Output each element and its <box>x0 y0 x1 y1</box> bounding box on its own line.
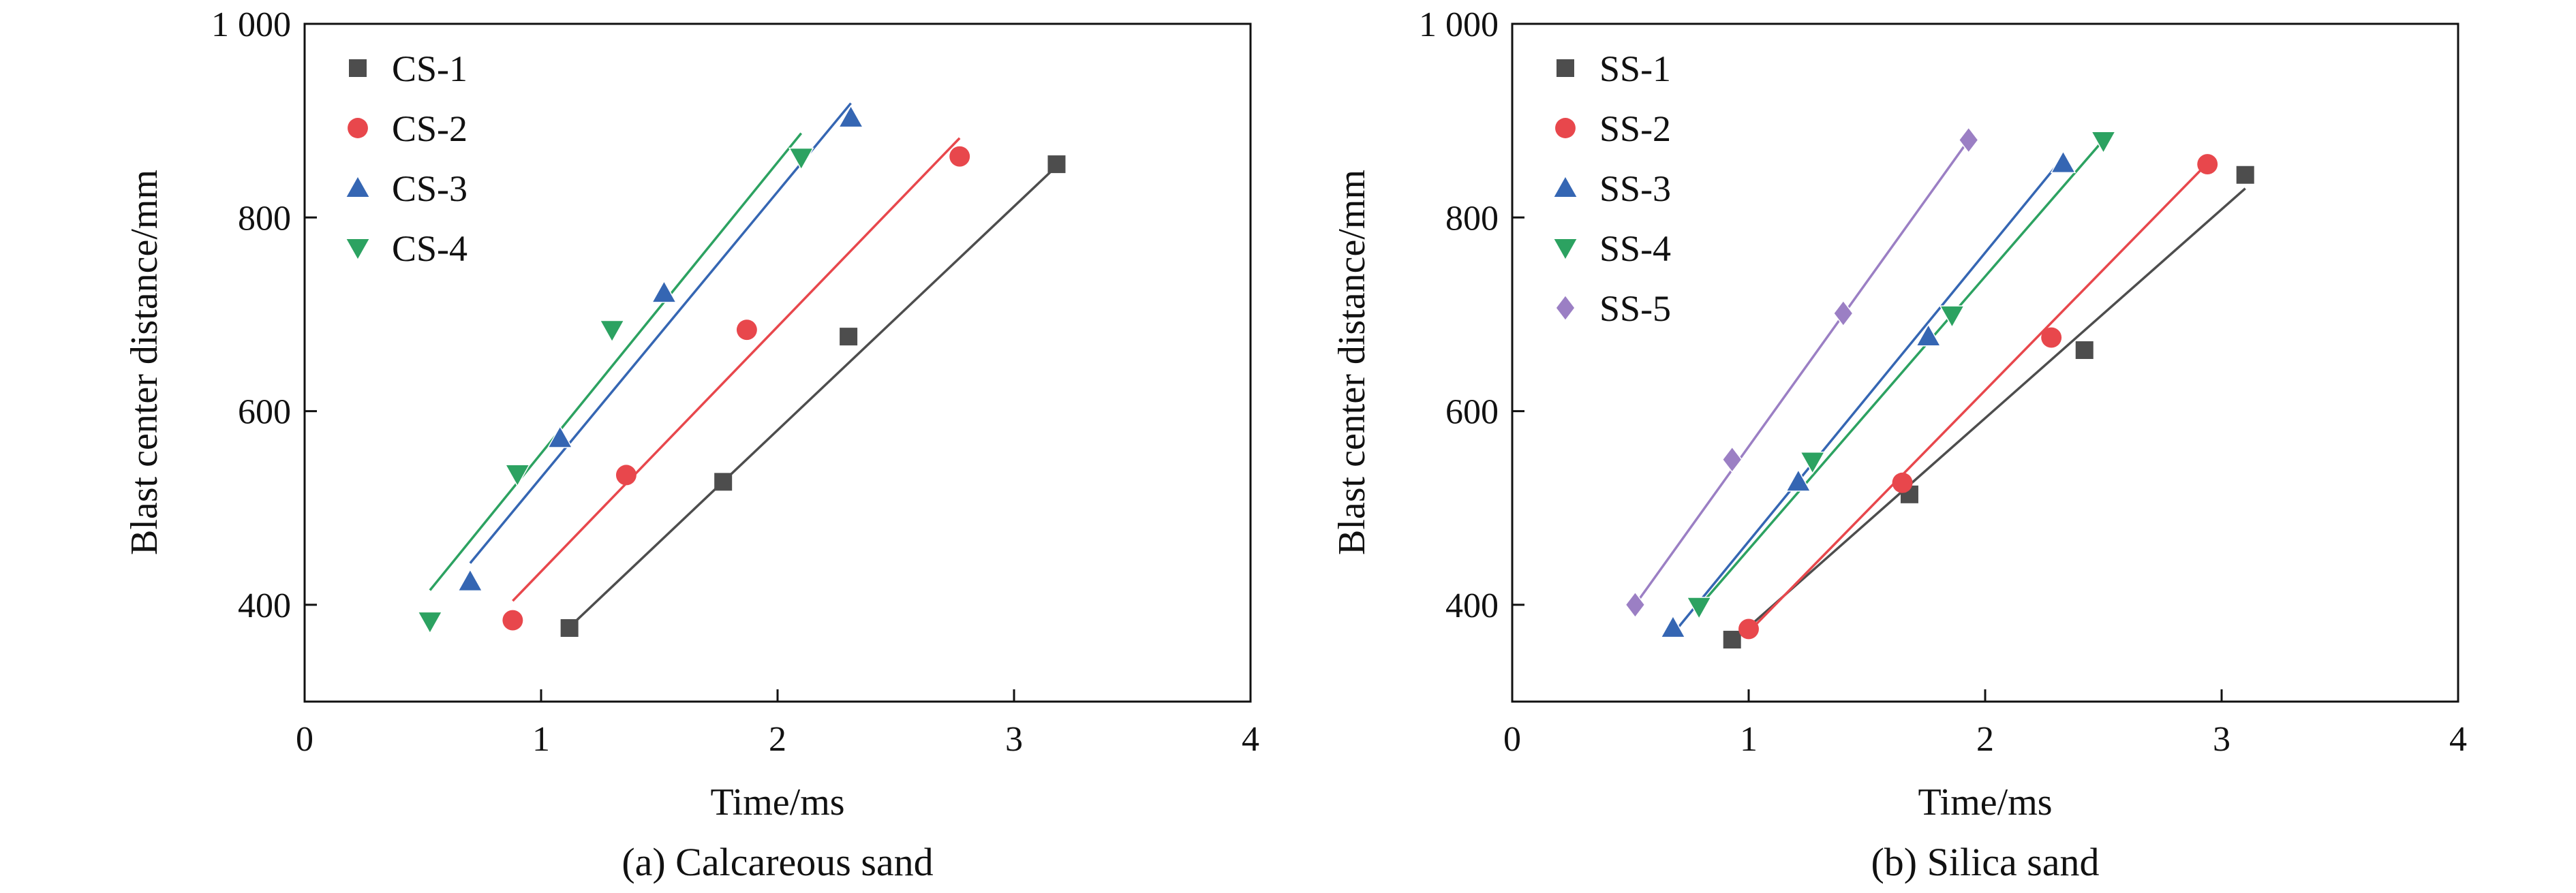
legend-marker <box>1552 174 1578 198</box>
y-axis-label: Blast center distance/mm <box>1331 170 1373 555</box>
y-tick-label: 400 <box>238 586 291 625</box>
y-tick-label: 1 000 <box>1419 5 1499 44</box>
data-point <box>615 465 637 486</box>
data-point <box>1686 597 1712 620</box>
data-point <box>1785 469 1811 492</box>
x-tick-label: 1 <box>532 720 550 759</box>
legend-label: SS-1 <box>1599 48 1671 89</box>
y-tick-label: 800 <box>1445 199 1499 238</box>
data-point <box>1833 300 1854 327</box>
y-tick-label: 800 <box>238 199 291 238</box>
data-point <box>417 611 443 635</box>
plot-area: 0 1 2 3 4 400 600 800 1 000 CS-1 CS-2 CS-3 CS-4 <box>211 5 1259 759</box>
panel-caption: (a) Calcareous sand <box>622 840 933 884</box>
x-tick-label: 1 <box>1740 720 1758 759</box>
data-point <box>949 146 970 167</box>
plot-area: 0 1 2 3 4 400 600 800 1 000 SS-1 SS-2 SS-3 SS-4 SS-5 <box>1419 5 2467 759</box>
legend-marker <box>345 238 371 262</box>
legend-label: SS-4 <box>1599 228 1671 269</box>
fit-line <box>1672 157 2064 635</box>
data-point <box>2236 166 2254 184</box>
legend-marker <box>349 59 367 77</box>
fit-line <box>1747 162 2209 633</box>
fit-line <box>429 132 803 591</box>
data-point <box>1915 324 1942 347</box>
data-point <box>1721 445 1743 473</box>
legend-label: CS-3 <box>392 168 467 209</box>
data-point <box>547 425 573 448</box>
data-point <box>1939 305 1965 328</box>
y-tick-label: 600 <box>1445 393 1499 432</box>
data-point <box>1738 618 1759 640</box>
data-point <box>504 464 531 488</box>
panel-calcareous-sand: 0 1 2 3 4 400 600 800 1 000 CS-1 CS-2 CS-3 CS-4 Time… <box>123 5 1259 884</box>
data-point <box>2075 341 2094 360</box>
data-point <box>560 618 579 637</box>
data-point <box>2041 327 2062 348</box>
data-point <box>840 328 858 346</box>
fit-line <box>469 102 852 564</box>
data-point <box>1892 472 1913 493</box>
data-point <box>1799 452 1826 475</box>
data-point <box>2050 150 2076 174</box>
fit-line <box>1698 139 2104 608</box>
legend-label: CS-4 <box>392 228 467 269</box>
data-point <box>1958 126 1979 154</box>
data-point <box>457 568 483 592</box>
x-axis-label: Time/ms <box>1918 781 2052 824</box>
legend-marker <box>345 174 371 198</box>
data-point <box>736 319 757 341</box>
x-axis-label: Time/ms <box>710 781 844 824</box>
y-tick-label: 400 <box>1445 586 1499 625</box>
x-tick-label: 2 <box>1976 720 1994 759</box>
legend-label: SS-2 <box>1599 108 1671 149</box>
y-tick-label: 1 000 <box>211 5 291 44</box>
fit-line <box>1731 187 2246 643</box>
legend-label: CS-2 <box>392 108 467 149</box>
legend-marker <box>1557 59 1574 77</box>
data-point <box>599 319 625 343</box>
x-tick-label: 0 <box>296 720 313 759</box>
data-point <box>1047 155 1066 174</box>
legend-label: CS-1 <box>392 48 467 89</box>
panel-caption: (b) Silica sand <box>1871 840 2099 884</box>
fit-line <box>512 137 961 602</box>
data-point <box>1625 591 1646 618</box>
data-point <box>2197 154 2218 175</box>
x-tick-label: 3 <box>1005 720 1023 759</box>
y-tick-label: 600 <box>238 393 291 432</box>
data-point <box>2090 131 2117 155</box>
legend-label: SS-5 <box>1599 288 1671 329</box>
data-point <box>651 280 677 303</box>
legend-marker <box>348 118 368 138</box>
x-tick-label: 4 <box>1242 720 1259 759</box>
fit-line <box>568 165 1058 628</box>
data-point <box>788 147 814 171</box>
x-tick-label: 4 <box>2449 720 2467 759</box>
data-point <box>838 104 864 128</box>
fit-line <box>1634 139 1970 606</box>
legend-marker <box>1555 118 1576 138</box>
data-point <box>1660 614 1686 638</box>
data-point <box>714 473 733 491</box>
data-point <box>502 610 523 631</box>
x-tick-label: 0 <box>1503 720 1521 759</box>
legend-marker <box>1555 294 1576 322</box>
data-point <box>1723 631 1741 649</box>
legend-marker <box>1552 238 1578 262</box>
y-axis-label: Blast center distance/mm <box>123 170 166 555</box>
legend-label: SS-3 <box>1599 168 1671 209</box>
x-tick-label: 2 <box>769 720 786 759</box>
x-tick-label: 3 <box>2213 720 2230 759</box>
